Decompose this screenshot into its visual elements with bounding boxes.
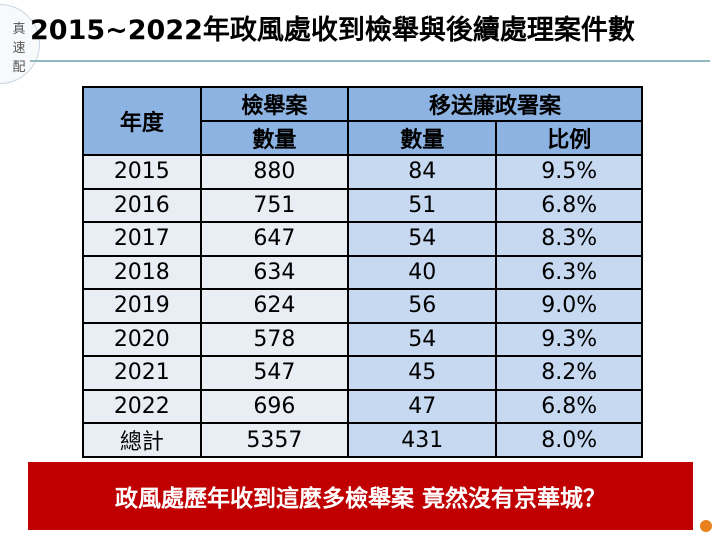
title: 2015~2022年政風處收到檢舉與後續處理案件數	[30, 15, 635, 46]
table-cell: 54	[347, 221, 498, 257]
decor-dot	[700, 520, 712, 532]
title-rule	[30, 60, 710, 62]
table-cell: 8.0%	[495, 422, 643, 458]
table-row: 總計 5357 431 8.0%	[82, 422, 643, 458]
table-row: 2019 624 56 9.0%	[82, 288, 643, 324]
table-cell: 9.5%	[495, 154, 643, 190]
table-cell: 2017	[82, 221, 202, 257]
table-row: 2021 547 45 8.2%	[82, 355, 643, 391]
table-row: 2022 696 47 6.8%	[82, 388, 643, 424]
table-cell: 2021	[82, 355, 202, 391]
table-cell: 6.8%	[495, 187, 643, 223]
table-cell: 696	[199, 388, 350, 424]
table-cell: 51	[347, 187, 498, 223]
table-cell: 2016	[82, 187, 202, 223]
table-row: 2018 634 40 6.3%	[82, 254, 643, 290]
logo-char: 速	[12, 41, 26, 56]
table-cell: 8.2%	[495, 355, 643, 391]
table-cell: 40	[347, 254, 498, 290]
table-cell: 2015	[82, 154, 202, 190]
table-cell: 總計	[82, 422, 202, 458]
table-cell: 56	[347, 288, 498, 324]
table-cell: 45	[347, 355, 498, 391]
table-cell: 751	[199, 187, 350, 223]
table-cell: 880	[199, 154, 350, 190]
logo-char: 真	[12, 22, 26, 37]
header-cell: 數量	[199, 120, 350, 156]
table: 年度 檢舉案 移送廉政署案 數量 數量 比例 2015 880 84 9.5% 2016…	[82, 86, 643, 458]
logo-char: 配	[12, 60, 26, 75]
table-cell: 8.3%	[495, 221, 643, 257]
logo: 真 速 配	[10, 20, 28, 77]
header-cell: 移送廉政署案	[347, 86, 643, 122]
table-cell: 634	[199, 254, 350, 290]
table-cell: 2022	[82, 388, 202, 424]
table-cell: 6.8%	[495, 388, 643, 424]
header-cell: 比例	[495, 120, 643, 156]
table-cell: 2018	[82, 254, 202, 290]
table-cell: 431	[347, 422, 498, 458]
table-cell: 624	[199, 288, 350, 324]
table-cell: 54	[347, 321, 498, 357]
table-row: 2016 751 51 6.8%	[82, 187, 643, 223]
table-cell: 47	[347, 388, 498, 424]
table-cell: 2019	[82, 288, 202, 324]
table-cell: 578	[199, 321, 350, 357]
table-cell: 547	[199, 355, 350, 391]
header-cell: 數量	[347, 120, 498, 156]
table-cell: 9.0%	[495, 288, 643, 324]
table-cell: 5357	[199, 422, 350, 458]
table-cell: 84	[347, 154, 498, 190]
table-row: 2015 880 84 9.5%	[82, 154, 643, 190]
banner: 政風處歷年收到這麼多檢舉案 竟然沒有京華城？	[28, 462, 693, 530]
table-cell: 9.3%	[495, 321, 643, 357]
table-cell: 2020	[82, 321, 202, 357]
header-cell: 檢舉案	[199, 86, 350, 122]
table-cell: 6.3%	[495, 254, 643, 290]
table-row: 2020 578 54 9.3%	[82, 321, 643, 357]
table-row: 2017 647 54 8.3%	[82, 221, 643, 257]
table-cell: 647	[199, 221, 350, 257]
header-cell: 年度	[82, 86, 202, 156]
